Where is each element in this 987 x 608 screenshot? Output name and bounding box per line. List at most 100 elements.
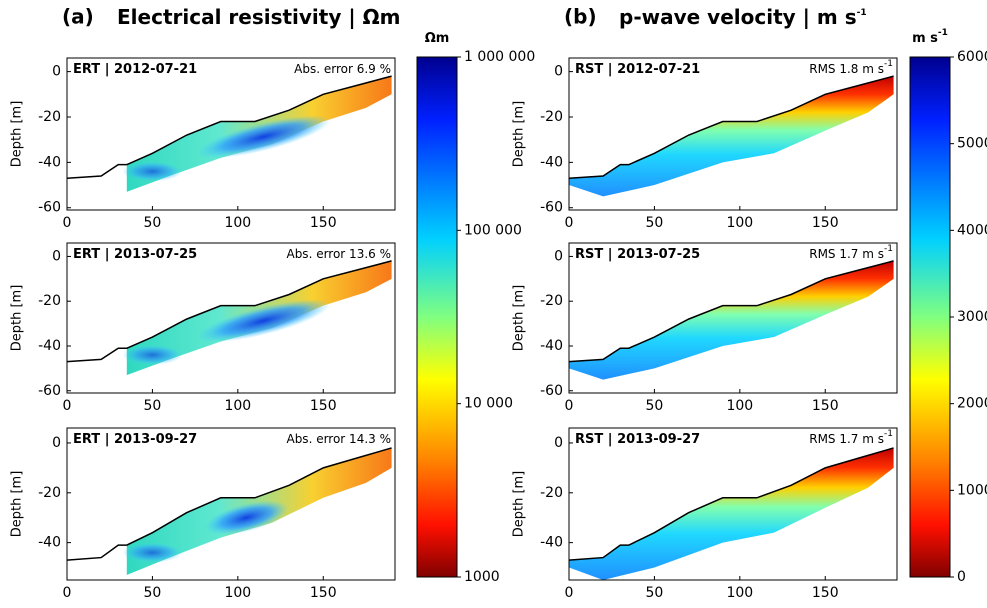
panel: 0 50 100 150 0 -20 -40 -60 Depth [m] ERT | 2013-0…: [10, 242, 396, 414]
panel-title-sup: -1: [857, 8, 867, 18]
panel: 0 50 100 150 0 -20 -40 -60 Depth [m] RST | 2013-0…: [512, 242, 898, 414]
fit-statistic-sup: -1: [884, 244, 893, 254]
y-axis-label: Depth [m]: [10, 285, 25, 352]
y-tick-label: -40: [38, 154, 61, 170]
tomogram: [569, 447, 894, 580]
colorbar-tick-label: 100 000: [464, 222, 522, 238]
separator: |: [603, 432, 617, 447]
x-tick-label: 0: [565, 585, 574, 601]
y-tick-label: -40: [540, 535, 563, 551]
fit-statistic-main: Abs. error 6.9 %: [294, 62, 391, 76]
y-tick-label: -60: [540, 200, 563, 216]
x-tick-label: 100: [726, 585, 753, 601]
x-tick-label: 50: [646, 585, 664, 601]
surface-line: [568, 447, 894, 561]
fit-statistic-sup: -1: [884, 59, 893, 69]
y-tick-label: -20: [540, 293, 563, 309]
tomogram: [569, 260, 894, 380]
x-tick-label: 100: [224, 215, 251, 231]
axes-frame: [568, 427, 898, 581]
panel-title: p-wave velocity | m s-1: [619, 5, 867, 29]
panel-label: ERT | 2013-07-25: [73, 247, 197, 262]
date: 2013-07-25: [617, 247, 700, 262]
colorbar-tick-label: 0: [957, 569, 966, 585]
surface-line: [66, 75, 392, 179]
x-tick-label: 150: [812, 585, 839, 601]
x-tick-label: 0: [63, 215, 72, 231]
x-tick-label: 50: [144, 585, 162, 601]
separator: |: [100, 62, 114, 77]
method: RST: [575, 62, 603, 77]
x-tick-label: 100: [726, 398, 753, 414]
y-axis-label: Depth [m]: [512, 471, 527, 538]
x-tick-label: 0: [63, 585, 72, 601]
resistive-zone: [122, 542, 183, 563]
colorbar-tick-label: 1 000 000: [464, 49, 535, 65]
y-tick-label: 0: [554, 435, 563, 451]
fit-statistic-sup: -1: [884, 429, 893, 439]
tomogram: [569, 76, 894, 197]
colorbar-unit: m s-1: [912, 28, 948, 46]
surface-line: [66, 447, 392, 561]
x-tick-label: 0: [63, 398, 72, 414]
x-tick-label: 150: [310, 215, 337, 231]
y-axis-label: Depth [m]: [512, 101, 527, 168]
y-tick-label: -40: [38, 535, 61, 551]
fit-statistic: Abs. error 14.3 %: [286, 432, 391, 446]
x-tick-label: 100: [726, 215, 753, 231]
y-tick-label: -20: [38, 293, 61, 309]
fit-statistic: Abs. error 6.9 %: [294, 62, 391, 76]
colorbar-unit: Ωm: [425, 31, 450, 46]
colorbar: [909, 56, 951, 578]
x-tick-label: 150: [812, 398, 839, 414]
x-tick-label: 100: [224, 398, 251, 414]
y-tick-label: 0: [554, 248, 563, 264]
colorbar-unit-sup: -1: [938, 28, 948, 38]
fit-statistic-main: RMS 1.8 m s: [809, 62, 884, 76]
panel: 0 50 100 150 0 -20 -40 Depth [m] ERT | 2013-09-2…: [10, 427, 396, 601]
y-tick-label: -60: [38, 200, 61, 216]
panel-letter: (b): [564, 5, 597, 29]
panel-title-main: Electrical resistivity | Ωm: [117, 5, 400, 29]
surface-line: [568, 75, 894, 179]
y-axis-label: Depth [m]: [512, 285, 527, 352]
y-tick-label: 0: [554, 64, 563, 80]
resistive-zone: [196, 299, 331, 343]
x-tick-label: 150: [310, 585, 337, 601]
date: 2013-09-27: [114, 432, 197, 447]
axes-frame: [568, 57, 898, 211]
x-tick-label: 100: [224, 585, 251, 601]
resistive-zone: [196, 115, 331, 159]
colorbar-unit-main: Ωm: [425, 31, 450, 46]
colorbar-tick-label: 1000: [957, 482, 987, 498]
y-tick-label: 0: [52, 435, 61, 451]
method: RST: [575, 432, 603, 447]
panel-label: RST | 2013-09-27: [575, 432, 700, 447]
fit-statistic: Abs. error 13.6 %: [286, 247, 391, 261]
colorbar-tick-label: 10 000: [464, 396, 513, 412]
axes-frame: [568, 242, 898, 394]
x-tick-label: 150: [310, 398, 337, 414]
axes-frame: [66, 242, 396, 394]
panel-label: ERT | 2013-09-27: [73, 432, 197, 447]
method: ERT: [73, 62, 100, 77]
panel-title-main: p-wave velocity | m s: [619, 5, 857, 29]
x-tick-label: 150: [812, 215, 839, 231]
x-tick-label: 0: [565, 215, 574, 231]
colorbar: [416, 56, 458, 578]
y-tick-label: 0: [52, 64, 61, 80]
y-tick-label: -40: [540, 154, 563, 170]
panel: 0 50 100 150 0 -20 -40 Depth [m] RST | 2013-09-2…: [512, 427, 898, 601]
x-tick-label: 50: [646, 398, 664, 414]
panel-letter: (a): [62, 5, 94, 29]
colorbar-unit-main: m s: [912, 31, 938, 46]
panel: 0 50 100 150 0 -20 -40 -60 Depth [m] RST | 2012-0…: [512, 57, 898, 231]
surface-line: [568, 260, 894, 363]
resistive-zone: [204, 500, 289, 535]
fit-statistic-main: RMS 1.7 m s: [809, 432, 884, 446]
y-tick-label: 0: [52, 248, 61, 264]
fit-statistic: RMS 1.8 m s-1: [809, 59, 893, 76]
x-tick-label: 50: [646, 215, 664, 231]
colorbar-tick-label: 6000: [957, 49, 987, 65]
